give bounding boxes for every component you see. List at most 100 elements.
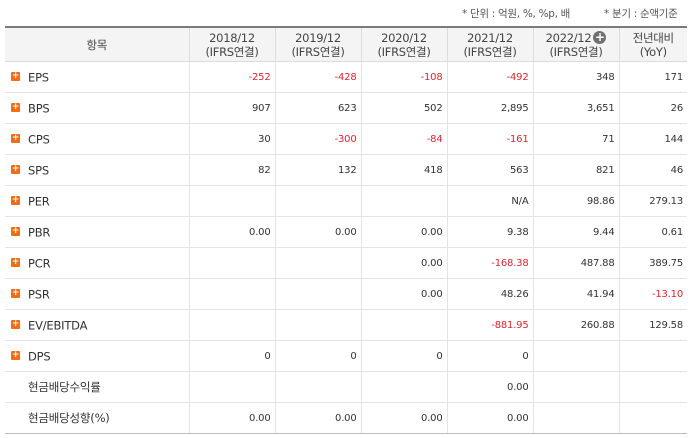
value-cell: 129.58 [618,309,687,341]
value-cell [532,340,620,372]
value-cell: -168.38 [446,247,534,279]
row-label-cell[interactable]: + EV/EBITDA [5,309,190,341]
value-cell [618,371,687,403]
value-cell: 171 [618,61,687,93]
value-cell: 26 [618,92,687,124]
value-cell: 0 [274,340,362,372]
value-cell: 0 [360,340,448,372]
row-label: DPS [28,349,51,364]
row-label: SPS [28,163,49,178]
row-label: PBR [28,225,51,240]
value-cell: -252 [188,61,276,93]
value-cell [360,371,448,403]
expand-plus-icon[interactable]: + [11,349,20,360]
value-cell: -108 [360,61,448,93]
row-label-cell[interactable]: + PCR [5,247,190,279]
value-cell [188,309,276,341]
table-row: + EPS -252 -428 -108 -492 348 171 [5,61,687,93]
value-cell: -428 [274,61,362,93]
value-cell [274,247,362,279]
row-label: 현금배당수익률 [28,380,101,394]
expand-plus-icon[interactable]: + [11,256,20,267]
row-label-cell[interactable]: + BPS [5,92,190,124]
value-cell: 41.94 [532,278,620,310]
value-cell: 0.00 [188,402,276,434]
row-label: PER [28,194,50,209]
row-label: 현금배당성향(%) [28,411,110,425]
row-label: PCR [28,256,51,271]
value-cell: -300 [274,123,362,155]
value-cell: 279.13 [618,185,687,217]
value-cell: 9.44 [532,216,620,248]
expand-plus-icon[interactable]: + [11,194,20,205]
value-cell: 82 [188,154,276,186]
header-period: 2019/12 (IFRS연결) [274,27,362,62]
value-cell: 0.00 [360,216,448,248]
row-label-cell[interactable]: + EPS [5,61,190,93]
value-cell [274,371,362,403]
value-cell: 260.88 [532,309,620,341]
row-label-cell[interactable]: + DPS [5,340,190,372]
value-cell: N/A [446,185,534,217]
value-cell: 0 [446,340,534,372]
value-cell: 132 [274,154,362,186]
value-cell [532,371,620,403]
row-label-cell[interactable]: + SPS [5,154,190,186]
row-label-cell[interactable]: + PSR [5,278,190,310]
expand-plus-icon[interactable]: + [11,70,20,81]
plus-circle-icon[interactable]: + [593,29,607,44]
table-row: + PSR 0.00 48.26 41.94 -13.10 [5,278,687,310]
value-cell [188,278,276,310]
value-cell: 2,895 [446,92,534,124]
expand-plus-icon[interactable]: + [11,287,20,298]
value-cell: 0.00 [446,371,534,403]
value-cell: 0.00 [274,216,362,248]
table-row: + PER N/A 98.86 279.13 [5,185,687,217]
header-row: 항목 2018/12 (IFRS연결) 2019/12 (IFRS연결) 2020/… [5,27,687,62]
value-cell: 46 [618,154,687,186]
table-row: 현금배당수익률 0.00 [5,371,687,403]
row-label-cell[interactable]: + PBR [5,216,190,248]
value-cell: -84 [360,123,448,155]
header-item: 항목 [5,27,190,62]
expand-plus-icon[interactable]: + [11,101,20,112]
value-cell: -13.10 [618,278,687,310]
value-cell: -161 [446,123,534,155]
table-row: + EV/EBITDA -881.95 260.88 129.58 [5,309,687,341]
value-cell: -881.95 [446,309,534,341]
table-row: + CPS 30 -300 -84 -161 71 144 [5,123,687,155]
header-period: 2021/12 (IFRS연결) [446,27,534,62]
row-label: EV/EBITDA [28,318,88,333]
value-cell: 0.00 [360,402,448,434]
row-label: CPS [28,132,50,147]
value-cell: 389.75 [618,247,687,279]
value-cell: 9.38 [446,216,534,248]
value-cell: 98.86 [532,185,620,217]
row-label-cell: 현금배당성향(%) [5,402,190,434]
value-cell [532,402,620,434]
row-label-cell[interactable]: + CPS [5,123,190,155]
expand-plus-icon[interactable]: + [11,132,20,143]
value-cell [274,185,362,217]
value-cell [274,309,362,341]
value-cell: -492 [446,61,534,93]
unit-note: * 단위 : 억원, %, %p, 배 [462,8,571,20]
value-cell: 48.26 [446,278,534,310]
expand-plus-icon[interactable]: + [11,225,20,236]
value-cell: 144 [618,123,687,155]
expand-plus-icon[interactable]: + [11,318,20,329]
value-cell: 418 [360,154,448,186]
row-label: BPS [28,101,50,116]
value-cell: 907 [188,92,276,124]
value-cell [188,371,276,403]
value-cell: 3,651 [532,92,620,124]
table-row: + PCR 0.00 -168.38 487.88 389.75 [5,247,687,279]
value-cell: 487.88 [532,247,620,279]
row-label-cell[interactable]: + PER [5,185,190,217]
table-row: + DPS 0 0 0 0 [5,340,687,372]
value-cell: 0.61 [618,216,687,248]
header-period: 2018/12 (IFRS연결) [188,27,276,62]
basis-note: * 분기 : 순액기준 [604,8,678,20]
table-row: + SPS 82 132 418 563 821 46 [5,154,687,186]
expand-plus-icon[interactable]: + [11,163,20,174]
